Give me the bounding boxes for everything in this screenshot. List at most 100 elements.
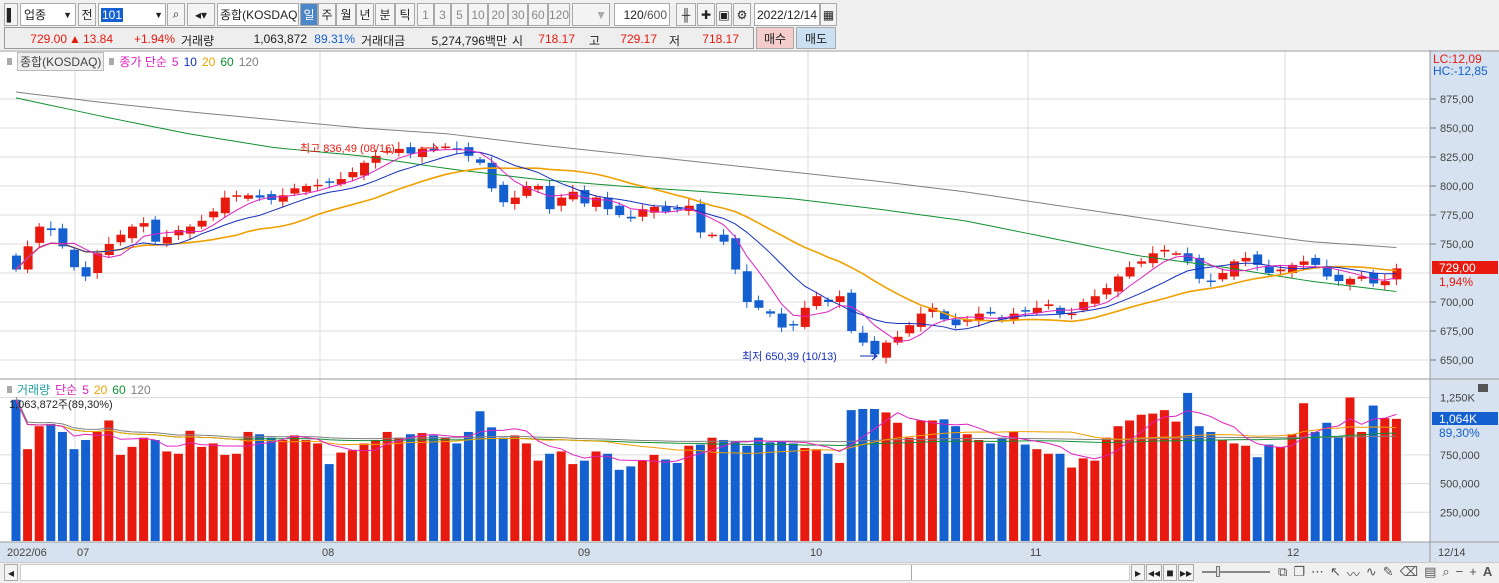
speaker-icon[interactable]: ◂▾ bbox=[187, 3, 215, 26]
chart-type-icon[interactable]: ▤ bbox=[1424, 564, 1437, 579]
vol-ma5-legend[interactable]: 5 bbox=[82, 382, 89, 397]
interval-1[interactable]: 1 bbox=[417, 3, 434, 26]
volume-legend: 거래량 단순 5 20 60 120 bbox=[7, 381, 151, 398]
cursor-icon[interactable]: ↖ bbox=[1329, 564, 1341, 579]
interval-120[interactable]: 120 bbox=[548, 3, 570, 26]
volume-bar bbox=[301, 439, 311, 541]
volume-bar bbox=[1148, 413, 1158, 541]
collapse-icon[interactable] bbox=[1478, 384, 1488, 392]
stock-chart[interactable]: 875,00 850,00 825,00 800,00 775,00 750,00 700,… bbox=[0, 50, 1499, 582]
prev-button[interactable]: 전 bbox=[78, 3, 96, 26]
vol-ma60-legend[interactable]: 60 bbox=[112, 382, 126, 397]
period-tabs: 일 주 월 년 분 틱 bbox=[300, 3, 415, 26]
stop-icon[interactable]: ■ bbox=[1163, 564, 1177, 581]
tab-day[interactable]: 일 bbox=[300, 3, 318, 26]
market-value: 업종 bbox=[24, 8, 47, 22]
current-price: 729.00 bbox=[30, 32, 67, 46]
zoom-in-icon[interactable]: + bbox=[1469, 564, 1477, 579]
candle bbox=[754, 300, 764, 308]
ma60-legend[interactable]: 60 bbox=[220, 54, 234, 69]
last-volume: 1,064K bbox=[1439, 412, 1477, 426]
date-input[interactable]: 2022/12/14 bbox=[754, 3, 820, 26]
price-panel-name[interactable]: 종합(KOSDAQ) bbox=[17, 52, 105, 71]
ma120-legend[interactable]: 120 bbox=[238, 54, 259, 69]
volume-bar bbox=[324, 464, 334, 541]
volume-bar bbox=[661, 459, 671, 541]
zoom-icon[interactable]: ⌕ bbox=[1442, 564, 1450, 579]
interval-5[interactable]: 5 bbox=[451, 3, 468, 26]
candle bbox=[1369, 273, 1379, 284]
volume-info: 1,063,872주(89,30%) bbox=[9, 399, 113, 411]
vol-tick-label: 500,000 bbox=[1440, 479, 1480, 491]
scrollbar-thumb[interactable] bbox=[911, 565, 1129, 580]
candle bbox=[1044, 304, 1054, 307]
candle bbox=[1206, 280, 1216, 283]
candle bbox=[209, 211, 219, 218]
overlap-icon[interactable]: ❐ bbox=[1293, 564, 1305, 579]
tab-tick[interactable]: 틱 bbox=[395, 3, 415, 26]
candle bbox=[197, 220, 207, 227]
candle bbox=[1183, 253, 1193, 262]
volume-bar bbox=[173, 453, 183, 541]
search-icon[interactable]: ⌕ bbox=[167, 3, 185, 26]
volume-bar bbox=[69, 449, 79, 541]
volume-bar bbox=[881, 412, 891, 541]
panel-toggle-icon[interactable]: ▌ bbox=[4, 3, 18, 26]
candle bbox=[673, 208, 683, 210]
volume-bar bbox=[893, 422, 903, 541]
play-icon[interactable]: ▸ bbox=[1131, 564, 1145, 581]
candle bbox=[360, 162, 369, 176]
scroll-left-button[interactable]: ◂ bbox=[4, 564, 18, 581]
candle bbox=[336, 179, 346, 185]
candle bbox=[534, 186, 543, 190]
buy-button[interactable]: 매수 bbox=[756, 27, 794, 49]
save-icon[interactable]: ▣ bbox=[716, 3, 732, 26]
add-indicator-icon[interactable]: ✚ bbox=[697, 3, 715, 26]
layout-icon[interactable]: ⧉ bbox=[1278, 564, 1288, 579]
volume-bar bbox=[1287, 434, 1297, 541]
market-select[interactable]: 업종 ▼ bbox=[20, 3, 76, 26]
wave-icon[interactable]: ∿ bbox=[1365, 564, 1377, 579]
zoom-out-icon[interactable]: − bbox=[1455, 564, 1464, 579]
vol-ma20-legend[interactable]: 20 bbox=[93, 382, 108, 397]
volume-bar bbox=[255, 434, 265, 541]
interval-30[interactable]: 30 bbox=[508, 3, 528, 26]
interval-3[interactable]: 3 bbox=[434, 3, 451, 26]
tab-minute[interactable]: 분 bbox=[375, 3, 395, 26]
custom-interval-select[interactable]: ▼ bbox=[572, 3, 610, 26]
tab-year[interactable]: 년 bbox=[356, 3, 374, 26]
sell-button[interactable]: 매도 bbox=[796, 27, 836, 49]
speed-slider[interactable] bbox=[1202, 566, 1270, 577]
erase-icon[interactable]: ⌫ bbox=[1399, 564, 1419, 579]
tab-week[interactable]: 주 bbox=[318, 3, 336, 26]
fast-forward-icon[interactable]: ▸▸ bbox=[1178, 564, 1194, 581]
code-input[interactable]: 101 ▼ bbox=[98, 3, 166, 26]
ma20-legend[interactable]: 20 bbox=[201, 54, 216, 69]
interval-10[interactable]: 10 bbox=[468, 3, 488, 26]
ma10-legend[interactable]: 10 bbox=[183, 54, 197, 69]
x-axis-label: 2022/06 bbox=[7, 547, 47, 559]
horizontal-scrollbar[interactable] bbox=[20, 564, 1130, 581]
tab-month[interactable]: 월 bbox=[336, 3, 356, 26]
interval-60[interactable]: 60 bbox=[528, 3, 548, 26]
hc-value: HC:-12,85 bbox=[1433, 64, 1488, 78]
volume-bar bbox=[962, 434, 972, 541]
candle-type-icon[interactable]: ╫ bbox=[676, 3, 696, 26]
gear-icon[interactable]: ⚙ bbox=[733, 3, 751, 26]
volume-bar bbox=[939, 419, 949, 541]
candle bbox=[661, 206, 671, 212]
interval-20[interactable]: 20 bbox=[488, 3, 508, 26]
count-input[interactable]: 120/600 bbox=[614, 3, 670, 26]
font-icon[interactable]: A bbox=[1482, 564, 1493, 579]
calendar-icon[interactable]: ▦ bbox=[820, 3, 837, 26]
trend-icon[interactable]: 〰 bbox=[1346, 567, 1360, 582]
line-compare-icon[interactable]: ⋯ bbox=[1310, 564, 1324, 579]
slider-thumb[interactable] bbox=[1216, 566, 1220, 577]
volume-bar bbox=[1183, 392, 1193, 541]
count-value: 120 bbox=[623, 7, 644, 22]
ma5-legend[interactable]: 5 bbox=[171, 54, 179, 69]
rewind-icon[interactable]: ◂◂ bbox=[1146, 564, 1162, 581]
candle bbox=[1357, 276, 1367, 279]
vol-ma120-legend[interactable]: 120 bbox=[130, 382, 151, 397]
draw-icon[interactable]: ✎ bbox=[1382, 564, 1394, 579]
